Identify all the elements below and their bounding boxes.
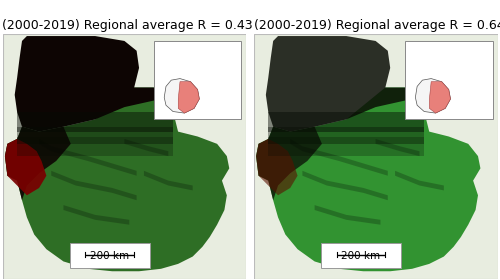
Polygon shape xyxy=(256,139,298,195)
Polygon shape xyxy=(268,127,424,144)
Polygon shape xyxy=(17,112,173,132)
Polygon shape xyxy=(395,171,444,190)
Polygon shape xyxy=(5,139,46,195)
Polygon shape xyxy=(144,171,192,190)
Polygon shape xyxy=(256,87,480,271)
Text: 200 km: 200 km xyxy=(342,251,380,262)
Polygon shape xyxy=(178,82,200,113)
Bar xyxy=(405,41,492,119)
Polygon shape xyxy=(164,79,200,113)
Text: 200 km: 200 km xyxy=(90,251,130,262)
FancyBboxPatch shape xyxy=(320,243,401,268)
Polygon shape xyxy=(416,79,450,113)
Polygon shape xyxy=(268,137,424,156)
Polygon shape xyxy=(64,205,130,225)
Polygon shape xyxy=(14,36,168,132)
Polygon shape xyxy=(430,82,450,113)
Polygon shape xyxy=(290,139,388,176)
Bar xyxy=(154,41,242,119)
Polygon shape xyxy=(39,139,136,176)
Polygon shape xyxy=(5,87,230,271)
Polygon shape xyxy=(268,112,424,132)
Polygon shape xyxy=(17,127,173,144)
Polygon shape xyxy=(52,171,136,200)
Polygon shape xyxy=(124,139,168,156)
Polygon shape xyxy=(314,205,380,225)
Text: (2000-2019) Regional average R = 0.43: (2000-2019) Regional average R = 0.43 xyxy=(2,19,253,32)
FancyBboxPatch shape xyxy=(70,243,150,268)
Polygon shape xyxy=(256,127,322,200)
Polygon shape xyxy=(5,127,71,200)
Polygon shape xyxy=(17,137,173,156)
Polygon shape xyxy=(266,36,420,132)
Polygon shape xyxy=(302,171,388,200)
Text: (2000-2019) Regional average R = 0.64: (2000-2019) Regional average R = 0.64 xyxy=(254,19,500,32)
Polygon shape xyxy=(376,139,420,156)
